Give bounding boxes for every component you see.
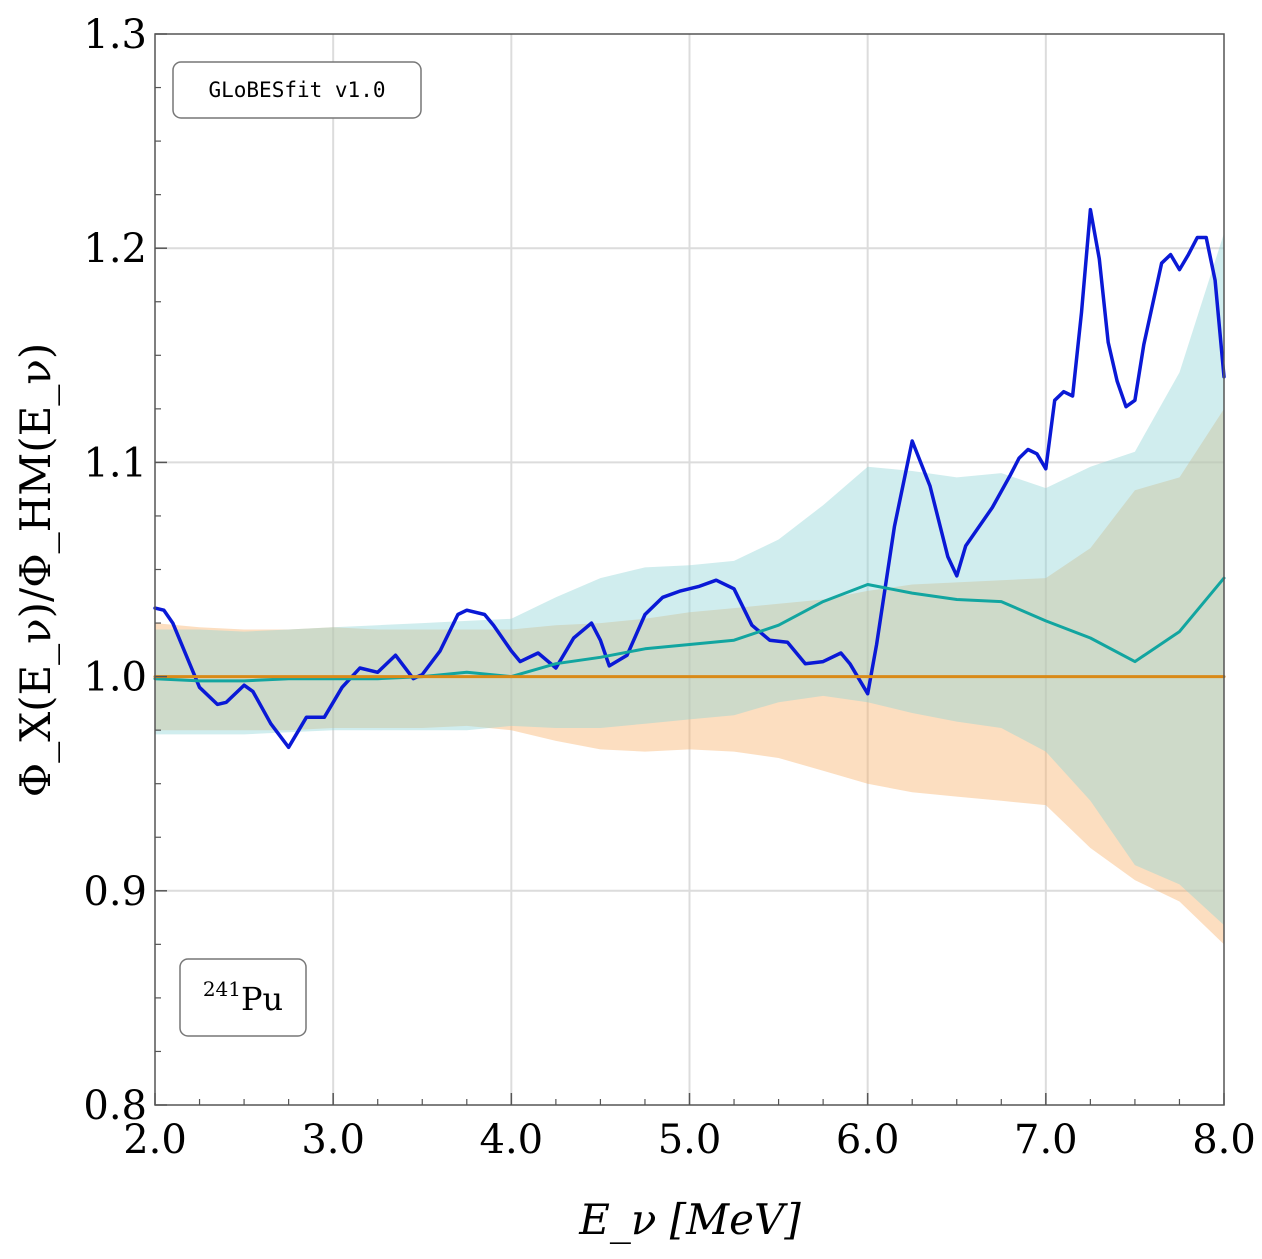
x-tick-label: 7.0	[1014, 1117, 1078, 1163]
y-tick-label: 1.1	[83, 440, 147, 486]
software-badge-text: GLoBESfit v1.0	[208, 78, 385, 102]
series-layer	[153, 207, 1226, 750]
x-tick-label: 8.0	[1192, 1117, 1256, 1163]
isotope-badge-box	[179, 958, 307, 1037]
series-line-2	[153, 576, 1226, 683]
tick-layer	[154, 33, 1225, 1106]
isotope-badge: 241Pu	[179, 958, 307, 1037]
series-line-1	[153, 207, 1226, 750]
isotope-mass: 241	[203, 977, 241, 1001]
y-tick-label: 1.2	[83, 226, 147, 272]
y-axis-label: Φ_X(E_ν)/Φ_HM(E_ν)	[11, 343, 60, 797]
x-tick-label: 6.0	[836, 1117, 900, 1163]
software-badge: GLoBESfit v1.0	[172, 61, 422, 119]
y-tick-label: 0.8	[83, 1083, 147, 1129]
x-tick-label: 2.0	[123, 1117, 187, 1163]
y-tick-label: 0.9	[83, 869, 147, 915]
x-tick-label: 5.0	[658, 1117, 722, 1163]
uncertainty-band-2	[155, 233, 1224, 926]
x-tick-label: 3.0	[301, 1117, 365, 1163]
x-axis-label: E_ν [MeV]	[578, 1195, 801, 1244]
isotope-label: 241Pu	[203, 977, 283, 1018]
y-tick-label: 1.0	[83, 655, 147, 701]
y-tick-label: 1.3	[83, 12, 147, 58]
tick-label-layer: 2.0 3.0 4.0 5.0 6.0 7.0 8.0 0.8 0.9 1.0 1.1 1.2 1.3	[83, 12, 1255, 1163]
isotope-symbol: Pu	[241, 980, 283, 1018]
x-tick-label: 4.0	[480, 1117, 544, 1163]
software-badge-box	[172, 61, 422, 119]
